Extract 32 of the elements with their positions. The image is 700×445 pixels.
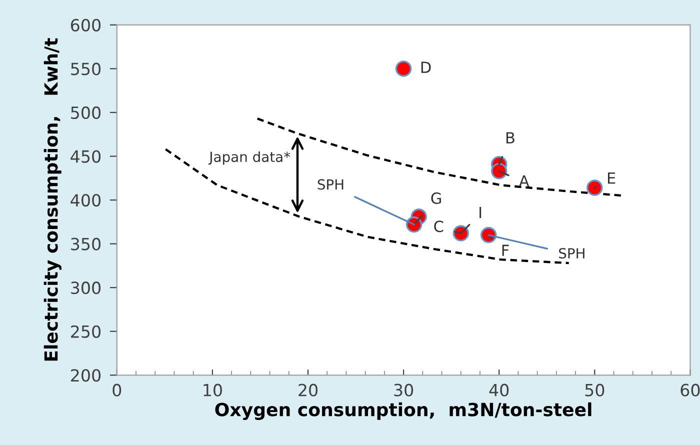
annotation: A — [518, 175, 530, 186]
x-tick-label: 30 — [394, 384, 414, 396]
annotation: F — [502, 244, 509, 256]
x-tick-label: 10 — [204, 384, 222, 396]
x-tick-label: 0 — [112, 384, 122, 396]
y-tick-label: 600 — [70, 18, 101, 32]
annotation: I — [480, 206, 482, 218]
y-tick-label: 400 — [70, 194, 101, 207]
x-tick-label: 20 — [298, 384, 318, 396]
x-tick-label: 40 — [489, 384, 509, 396]
y-tick-label: 250 — [71, 325, 101, 338]
y-tick-label: 300 — [71, 282, 101, 294]
annotation: D — [421, 62, 431, 73]
point — [586, 180, 603, 196]
y-tick-label: 200 — [71, 369, 101, 382]
annotation: G — [431, 192, 441, 204]
y-tick-label: 500 — [71, 106, 101, 120]
y-axis-title: Electricity consumption, Kwh/t — [44, 38, 62, 361]
point — [395, 60, 412, 77]
annotation: E — [608, 172, 616, 184]
point — [490, 163, 508, 180]
x-tick-label: 50 — [585, 384, 604, 396]
annotation: B — [506, 132, 514, 144]
y-tick-label: 350 — [71, 238, 101, 250]
annotation: C — [434, 220, 444, 232]
annotation: SPH — [318, 179, 344, 190]
y-tick-label: 550 — [71, 62, 101, 76]
annotation: Japan data* — [208, 151, 290, 165]
x-axis-title: Oxygen consumption, m3N/ton-steel — [215, 402, 592, 420]
x-tick-label: 60 — [680, 384, 700, 396]
annotation: SPH — [559, 248, 584, 259]
y-tick-label: 450 — [70, 150, 101, 163]
